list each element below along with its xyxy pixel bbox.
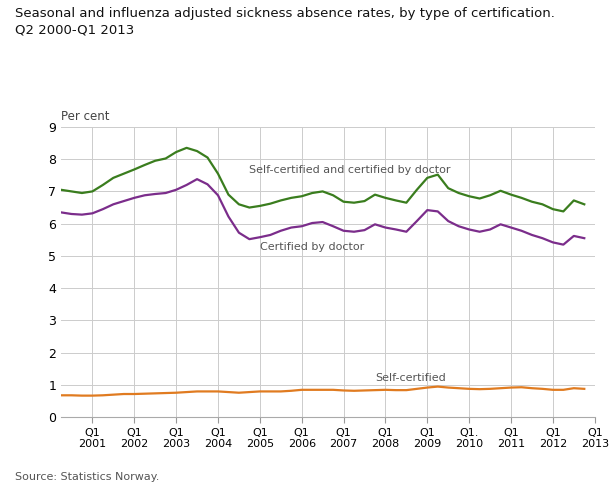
Text: Self-certified and certified by doctor: Self-certified and certified by doctor <box>249 164 451 175</box>
Text: Seasonal and influenza adjusted sickness absence rates, by type of certification: Seasonal and influenza adjusted sickness… <box>15 7 555 37</box>
Text: Source: Statistics Norway.: Source: Statistics Norway. <box>15 472 160 482</box>
Text: Per cent: Per cent <box>61 110 110 123</box>
Text: Self-certified: Self-certified <box>375 373 446 384</box>
Text: Certified by doctor: Certified by doctor <box>260 243 364 252</box>
